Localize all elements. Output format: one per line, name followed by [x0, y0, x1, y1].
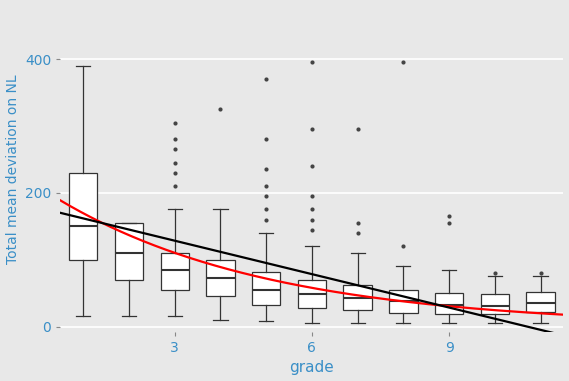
PathPatch shape — [435, 293, 463, 314]
PathPatch shape — [252, 272, 281, 305]
PathPatch shape — [344, 285, 372, 311]
X-axis label: grade: grade — [290, 360, 335, 375]
PathPatch shape — [481, 295, 509, 314]
PathPatch shape — [389, 290, 418, 313]
PathPatch shape — [526, 292, 555, 312]
PathPatch shape — [69, 173, 97, 259]
PathPatch shape — [160, 253, 189, 290]
PathPatch shape — [298, 280, 326, 308]
Y-axis label: Total mean deviation on NL: Total mean deviation on NL — [6, 74, 19, 264]
PathPatch shape — [115, 223, 143, 280]
PathPatch shape — [207, 259, 234, 296]
